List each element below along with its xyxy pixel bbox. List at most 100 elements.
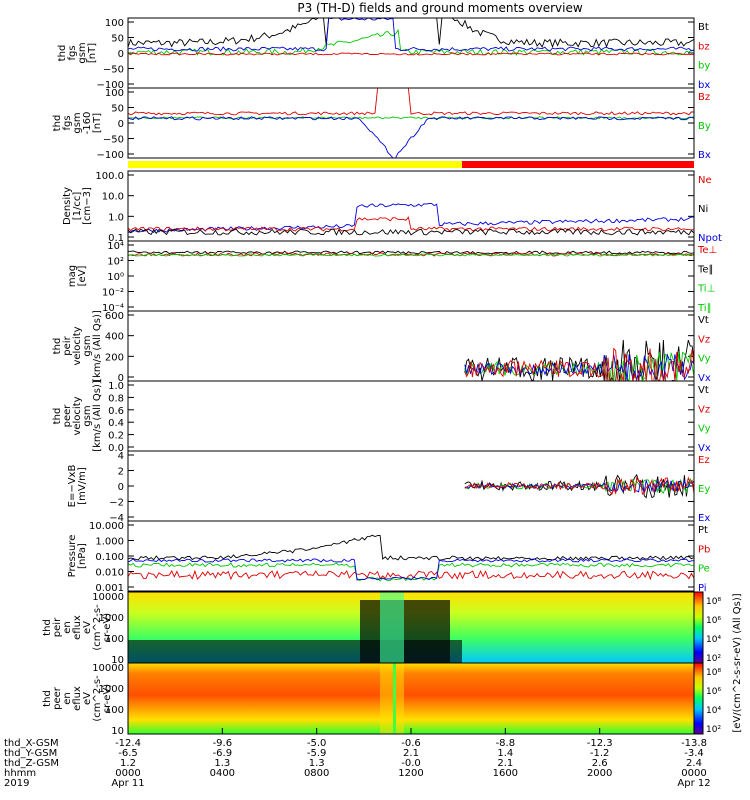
y-tick-label: −50 <box>103 65 124 76</box>
ylabel-line: thd <box>42 619 53 636</box>
x-tick-label: -0.6 <box>401 738 421 749</box>
series-Te∥ <box>128 250 695 255</box>
status-bar-red <box>462 161 694 168</box>
x-tick-label: -5.9 <box>307 748 327 759</box>
ylabel-line: peir <box>52 617 63 637</box>
panel-10: thd peer en eflux eV (cm^2-s-sr-eV) 10000 1000 1… <box>42 663 694 737</box>
x-row-label: 2019 <box>4 778 29 789</box>
legend-bz: bz <box>698 41 710 52</box>
y-tick-label: 1000 <box>99 684 124 695</box>
ylabel-line: Pressure <box>67 535 78 578</box>
legend-Bx: Bx <box>698 150 711 161</box>
y-tick-label: 0 <box>118 119 124 130</box>
x-tick-label: 1.4 <box>497 748 513 759</box>
y-tick-label: 100.0 <box>95 171 124 182</box>
y-tick-label: 0.4 <box>108 418 124 429</box>
ylabel-line: [nT] <box>87 43 98 63</box>
y-tick-label: −50 <box>103 135 124 146</box>
y-tick-label: 100 <box>105 634 124 645</box>
x-tick-label: 2.1 <box>403 748 419 759</box>
series-Pi <box>127 558 695 581</box>
colorbar-tick: 10⁶ <box>706 687 721 697</box>
series-c <box>464 478 695 493</box>
y-tick-label: 1.000 <box>95 537 124 548</box>
ylabel-line: thd <box>57 45 68 62</box>
y-tick-label: 10⁰ <box>107 272 124 283</box>
colorbar-electrons <box>693 662 704 735</box>
y-tick-label: −100 <box>97 80 124 91</box>
ylabel-line: fgs <box>67 45 78 60</box>
ylabel-line: sr-eV) <box>102 613 113 642</box>
y-tick-label: 0.6 <box>108 406 124 417</box>
legend-Ez: Ez <box>698 455 710 466</box>
legend-Vz: Vz <box>698 334 710 345</box>
y-tick-label: 1.0 <box>108 381 124 392</box>
x-tick-label: -13.8 <box>681 738 707 749</box>
y-tick-label: 10⁻² <box>102 288 124 299</box>
panel-4: mag [eV] 10⁴ 10² 10⁰ 10⁻² 10⁻⁴ Te⊥ Te∥ Ti⊥ Ti∥ <box>67 240 717 314</box>
x-row-label: thd_Z-GSM <box>4 758 59 769</box>
y-tick-label: 0.010 <box>95 568 124 579</box>
ylabel-line: -160 <box>82 112 93 135</box>
x-tick-label: -12.3 <box>587 738 613 749</box>
x-tick-label: -0.0 <box>401 758 421 769</box>
legend-By: By <box>698 121 711 132</box>
panel-6: thd peer velocity gsm [km/s (All Qs)] 1.00.8 0… <box>52 380 711 454</box>
legend-Npot: Npot <box>698 233 722 244</box>
y-tick-label: 0 <box>118 373 124 384</box>
y-tick-label: 200 <box>105 352 124 363</box>
y-tick-label: 50 <box>111 104 124 115</box>
ylabel-line: gsm <box>82 335 93 356</box>
y-tick-label: 100 <box>105 88 124 99</box>
ylabel-line: [mV/m] <box>77 467 88 505</box>
x-tick-label: -1.2 <box>590 748 610 759</box>
series-by <box>127 28 695 56</box>
legend-Pt: Pt <box>698 525 708 536</box>
series-bx <box>127 17 695 52</box>
panel-8: Pressure [nPa]10.000 1.000 0.100 0.010 0.001 P… <box>67 520 710 594</box>
ylabel-line: thd <box>42 690 53 707</box>
ylabel-line: [1/cc] <box>72 192 83 221</box>
ylabel-line: gsm <box>72 112 83 133</box>
ylabel-line: velocity <box>72 396 83 435</box>
x-tick-label: 1.3 <box>309 758 325 769</box>
page-title: P3 (TH-D) fields and ground moments over… <box>297 1 582 15</box>
ylabel-line: thd <box>52 408 63 425</box>
colorbar-label: [eV/(cm^2-s-sr-eV) (All Qs)] <box>732 593 743 732</box>
x-tick-label: -9.6 <box>213 738 233 749</box>
legend-Te⊥: Te⊥ <box>697 245 717 256</box>
ylabel-line: en <box>62 692 73 705</box>
y-tick-label: 10² <box>107 257 124 268</box>
ylabel-line: [nT] <box>92 113 103 133</box>
legend-Ti∥: Ti∥ <box>697 303 712 314</box>
legend-Pe: Pe <box>698 564 710 575</box>
x-tick-label: 2.6 <box>592 758 608 769</box>
legend-Ey: Ey <box>698 484 710 495</box>
ylabel-line: eflux <box>72 615 83 640</box>
spectrogram-ions <box>127 591 695 664</box>
series-Pt <box>127 534 695 561</box>
y-tick-label: 400 <box>105 332 124 343</box>
legend-Pi: Pi <box>698 583 707 594</box>
legend-Te∥: Te∥ <box>697 264 714 275</box>
colorbar-tick: 10⁸ <box>706 668 721 678</box>
ylabel-line: peer <box>62 404 73 428</box>
legend-Ni: Ni <box>698 204 708 215</box>
legend-Ti⊥: Ti⊥ <box>697 284 715 295</box>
y-tick-label: 2 <box>118 467 124 478</box>
y-tick-label: 10⁴ <box>107 241 124 252</box>
y-tick-label: 0.1 <box>108 233 124 244</box>
x-tick-label: Apr 12 <box>677 778 710 789</box>
ylabel-line: en <box>62 621 73 634</box>
panel-frame <box>127 87 695 159</box>
x-tick-label: 0000 <box>681 768 706 779</box>
ylabel-line: mag <box>67 265 78 287</box>
y-tick-label: 600 <box>105 311 124 322</box>
y-tick-label: 100 <box>105 18 124 29</box>
legend-bx: bx <box>698 80 710 91</box>
series-Npot <box>127 202 694 233</box>
series-Ne <box>127 216 694 232</box>
x-row-label: thd_X-GSM <box>4 738 59 749</box>
y-tick-label: 0.100 <box>95 552 124 563</box>
x-tick-label: 2.1 <box>497 758 513 769</box>
